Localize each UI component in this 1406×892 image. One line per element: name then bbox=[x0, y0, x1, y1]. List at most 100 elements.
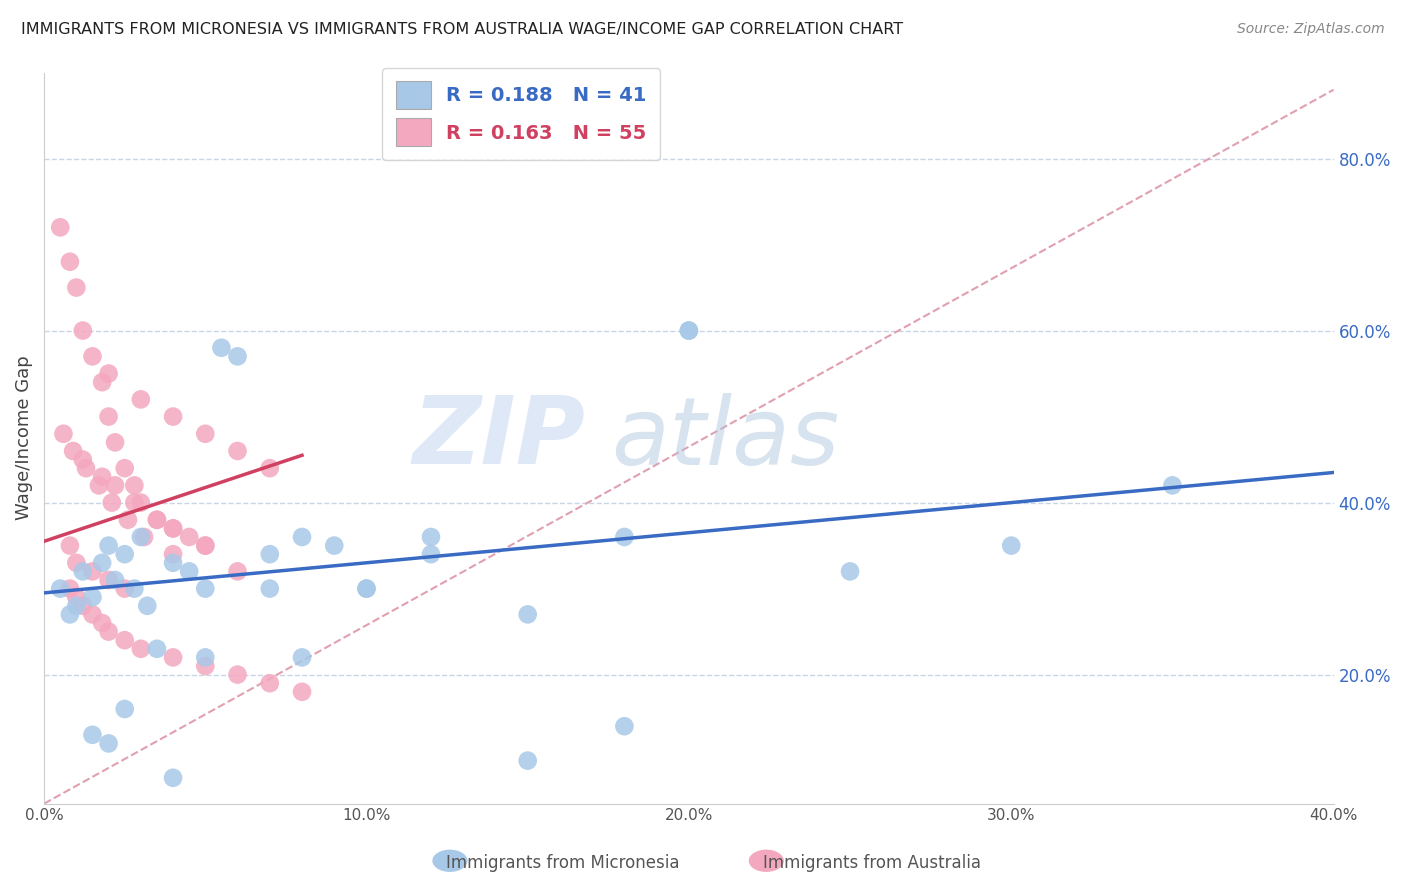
Point bbox=[59, 254, 82, 268]
Legend: R = 0.188   N = 41, R = 0.163   N = 55: R = 0.188 N = 41, R = 0.163 N = 55 bbox=[382, 68, 661, 160]
Point bbox=[65, 591, 87, 605]
Point bbox=[72, 565, 94, 579]
Point bbox=[194, 659, 217, 673]
Point bbox=[72, 324, 94, 338]
Point bbox=[323, 539, 346, 553]
Point bbox=[82, 350, 104, 364]
Point bbox=[162, 771, 184, 785]
Point bbox=[129, 641, 152, 656]
Point bbox=[291, 685, 314, 699]
Point bbox=[72, 452, 94, 467]
Point bbox=[82, 565, 104, 579]
Point bbox=[1000, 539, 1022, 553]
Point bbox=[162, 521, 184, 535]
Point bbox=[104, 435, 127, 450]
Point bbox=[226, 667, 249, 681]
Point bbox=[356, 582, 378, 596]
Point bbox=[259, 547, 281, 561]
Text: Source: ZipAtlas.com: Source: ZipAtlas.com bbox=[1237, 22, 1385, 37]
Point bbox=[97, 367, 120, 381]
Point bbox=[114, 582, 136, 596]
Point bbox=[117, 513, 139, 527]
Point bbox=[678, 324, 700, 338]
Point bbox=[146, 641, 169, 656]
Point bbox=[136, 599, 159, 613]
Point bbox=[59, 539, 82, 553]
Point bbox=[65, 280, 87, 294]
Y-axis label: Wage/Income Gap: Wage/Income Gap bbox=[15, 356, 32, 520]
Point bbox=[49, 220, 72, 235]
Point bbox=[49, 582, 72, 596]
Point bbox=[91, 556, 114, 570]
Point bbox=[52, 426, 75, 441]
Point bbox=[162, 521, 184, 535]
Point bbox=[129, 530, 152, 544]
Point bbox=[59, 582, 82, 596]
Point bbox=[114, 461, 136, 475]
Point bbox=[75, 461, 97, 475]
Point bbox=[356, 582, 378, 596]
Point bbox=[104, 478, 127, 492]
Point bbox=[179, 565, 201, 579]
Point bbox=[194, 539, 217, 553]
Point bbox=[97, 736, 120, 750]
Point bbox=[146, 513, 169, 527]
Point bbox=[97, 409, 120, 424]
Point bbox=[259, 461, 281, 475]
Point bbox=[97, 539, 120, 553]
Point bbox=[194, 426, 217, 441]
Point bbox=[114, 547, 136, 561]
Point bbox=[62, 444, 84, 458]
Point bbox=[613, 719, 636, 733]
Point bbox=[82, 607, 104, 622]
Point bbox=[104, 573, 127, 587]
Point bbox=[91, 470, 114, 484]
Point bbox=[82, 728, 104, 742]
Point bbox=[114, 702, 136, 716]
Point bbox=[97, 624, 120, 639]
Point bbox=[226, 444, 249, 458]
Point bbox=[194, 582, 217, 596]
Point bbox=[146, 513, 169, 527]
Point bbox=[59, 607, 82, 622]
Point bbox=[87, 478, 110, 492]
Point bbox=[179, 530, 201, 544]
Point bbox=[291, 530, 314, 544]
Point bbox=[129, 495, 152, 509]
Point bbox=[101, 495, 124, 509]
Point bbox=[516, 754, 538, 768]
Text: Immigrants from Australia: Immigrants from Australia bbox=[762, 855, 981, 872]
Point bbox=[839, 565, 862, 579]
Point bbox=[124, 582, 146, 596]
Point bbox=[678, 324, 700, 338]
Point bbox=[124, 478, 146, 492]
Point bbox=[65, 556, 87, 570]
Point bbox=[82, 591, 104, 605]
Point bbox=[516, 607, 538, 622]
Point bbox=[162, 556, 184, 570]
Point bbox=[124, 495, 146, 509]
Point bbox=[226, 565, 249, 579]
Point bbox=[129, 392, 152, 407]
Point bbox=[194, 539, 217, 553]
Point bbox=[259, 582, 281, 596]
Point bbox=[114, 633, 136, 648]
Point bbox=[72, 599, 94, 613]
Point bbox=[162, 650, 184, 665]
Point bbox=[91, 615, 114, 630]
Point bbox=[162, 547, 184, 561]
Point bbox=[162, 409, 184, 424]
Text: Immigrants from Micronesia: Immigrants from Micronesia bbox=[446, 855, 679, 872]
Point bbox=[226, 350, 249, 364]
Point bbox=[420, 530, 443, 544]
Point bbox=[209, 341, 232, 355]
Point bbox=[259, 676, 281, 690]
Point bbox=[1161, 478, 1184, 492]
Point bbox=[420, 547, 443, 561]
Text: atlas: atlas bbox=[612, 392, 839, 483]
Point bbox=[291, 650, 314, 665]
Point bbox=[65, 599, 87, 613]
Point bbox=[132, 530, 155, 544]
Point bbox=[97, 573, 120, 587]
Point bbox=[91, 375, 114, 389]
